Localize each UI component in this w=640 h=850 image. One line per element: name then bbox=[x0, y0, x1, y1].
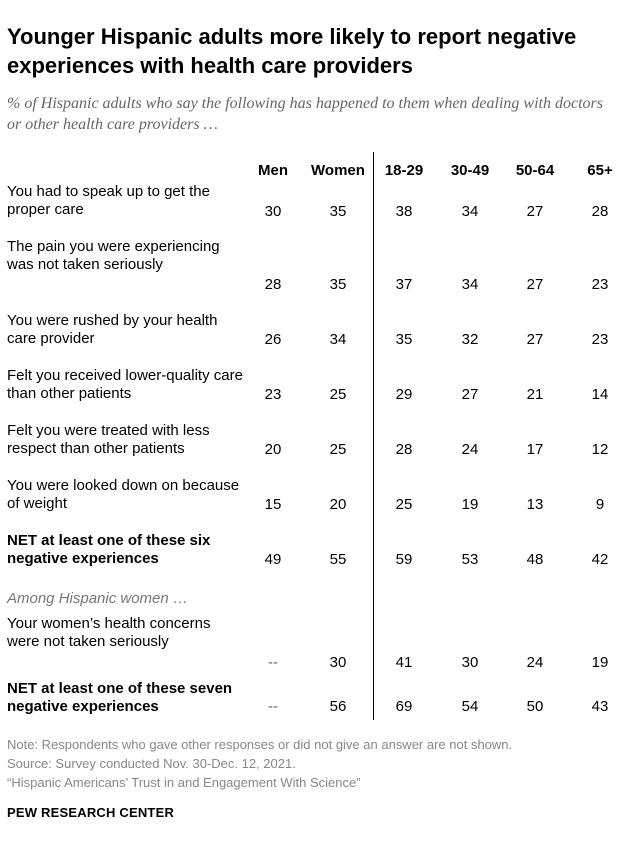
value-cell: 29 bbox=[395, 386, 413, 403]
value-cell: 13 bbox=[526, 496, 544, 513]
value-cell: 14 bbox=[591, 386, 609, 403]
row-label: You were looked down on because of weigh… bbox=[7, 477, 240, 512]
value-cell: 15 bbox=[264, 496, 282, 513]
value-cell: 20 bbox=[329, 496, 347, 513]
report-title-text: “Hispanic Americans’ Trust in and Engage… bbox=[7, 775, 361, 790]
value-cell: 35 bbox=[395, 331, 413, 348]
value-cell: 41 bbox=[395, 654, 413, 671]
value-cell: 27 bbox=[526, 203, 544, 220]
value-cell: 55 bbox=[329, 551, 347, 568]
value-cell: -- bbox=[268, 654, 278, 671]
value-cell: 35 bbox=[329, 203, 347, 220]
value-cell: 26 bbox=[264, 331, 282, 348]
source-text: Source: Survey conducted Nov. 30-Dec. 12… bbox=[7, 756, 296, 771]
value-cell: 34 bbox=[461, 203, 479, 220]
value-cell: -- bbox=[268, 698, 278, 715]
value-cell: 43 bbox=[591, 698, 609, 715]
value-cell: 28 bbox=[591, 203, 609, 220]
value-cell: 27 bbox=[526, 331, 544, 348]
value-cell: 38 bbox=[395, 203, 413, 220]
row-label: Felt you were treated with less respect … bbox=[7, 422, 210, 457]
value-cell: 21 bbox=[526, 386, 544, 403]
value-cell: 30 bbox=[329, 654, 347, 671]
value-cell: 37 bbox=[395, 276, 413, 293]
chart-subtitle: % of Hispanic adults who say the followi… bbox=[7, 95, 603, 133]
section-label: Among Hispanic women … bbox=[7, 590, 188, 607]
value-cell: 23 bbox=[591, 331, 609, 348]
value-cell: 54 bbox=[461, 698, 479, 715]
value-cell: 17 bbox=[526, 441, 544, 458]
column-header: 30-49 bbox=[450, 162, 490, 179]
value-cell: 19 bbox=[461, 496, 479, 513]
row-label: Your women’s health concerns were not ta… bbox=[7, 615, 211, 650]
value-cell: 25 bbox=[329, 441, 347, 458]
row-label: You were rushed by your health care prov… bbox=[7, 312, 218, 347]
value-cell: 69 bbox=[395, 698, 413, 715]
value-cell: 28 bbox=[264, 276, 282, 293]
column-header: 65+ bbox=[587, 162, 613, 179]
value-cell: 42 bbox=[591, 551, 609, 568]
value-cell: 19 bbox=[591, 654, 609, 671]
column-header: 50-64 bbox=[515, 162, 555, 179]
value-cell: 25 bbox=[329, 386, 347, 403]
net-row-label: NET at least one of these seven negative… bbox=[7, 680, 233, 715]
value-cell: 30 bbox=[461, 654, 479, 671]
value-cell: 48 bbox=[526, 551, 544, 568]
value-cell: 34 bbox=[329, 331, 347, 348]
value-cell: 53 bbox=[461, 551, 479, 568]
net-row-label: NET at least one of these six negative e… bbox=[7, 532, 211, 567]
value-cell: 30 bbox=[264, 203, 282, 220]
value-cell: 24 bbox=[461, 441, 479, 458]
value-cell: 32 bbox=[461, 331, 479, 348]
value-cell: 9 bbox=[595, 496, 605, 513]
row-label: The pain you were experiencing was not t… bbox=[7, 238, 220, 273]
value-cell: 20 bbox=[264, 441, 282, 458]
row-label: Felt you received lower-quality care tha… bbox=[7, 367, 243, 402]
value-cell: 27 bbox=[526, 276, 544, 293]
value-cell: 25 bbox=[395, 496, 413, 513]
brand-name: PEW RESEARCH CENTER bbox=[7, 805, 175, 820]
value-cell: 23 bbox=[591, 276, 609, 293]
note-text: Note: Respondents who gave other respons… bbox=[7, 737, 513, 752]
row-label: You had to speak up to get the proper ca… bbox=[7, 183, 210, 218]
chart-title: Younger Hispanic adults more likely to r… bbox=[7, 24, 577, 78]
column-divider bbox=[373, 152, 374, 720]
value-cell: 12 bbox=[591, 441, 609, 458]
column-header: 18-29 bbox=[384, 162, 424, 179]
value-cell: 35 bbox=[329, 276, 347, 293]
value-cell: 56 bbox=[329, 698, 347, 715]
column-header: Men bbox=[258, 162, 288, 179]
value-cell: 49 bbox=[264, 551, 282, 568]
value-cell: 24 bbox=[526, 654, 544, 671]
value-cell: 34 bbox=[461, 276, 479, 293]
value-cell: 23 bbox=[264, 386, 282, 403]
value-cell: 27 bbox=[461, 386, 479, 403]
value-cell: 59 bbox=[395, 551, 413, 568]
value-cell: 50 bbox=[526, 698, 544, 715]
value-cell: 28 bbox=[395, 441, 413, 458]
column-header: Women bbox=[311, 162, 365, 179]
